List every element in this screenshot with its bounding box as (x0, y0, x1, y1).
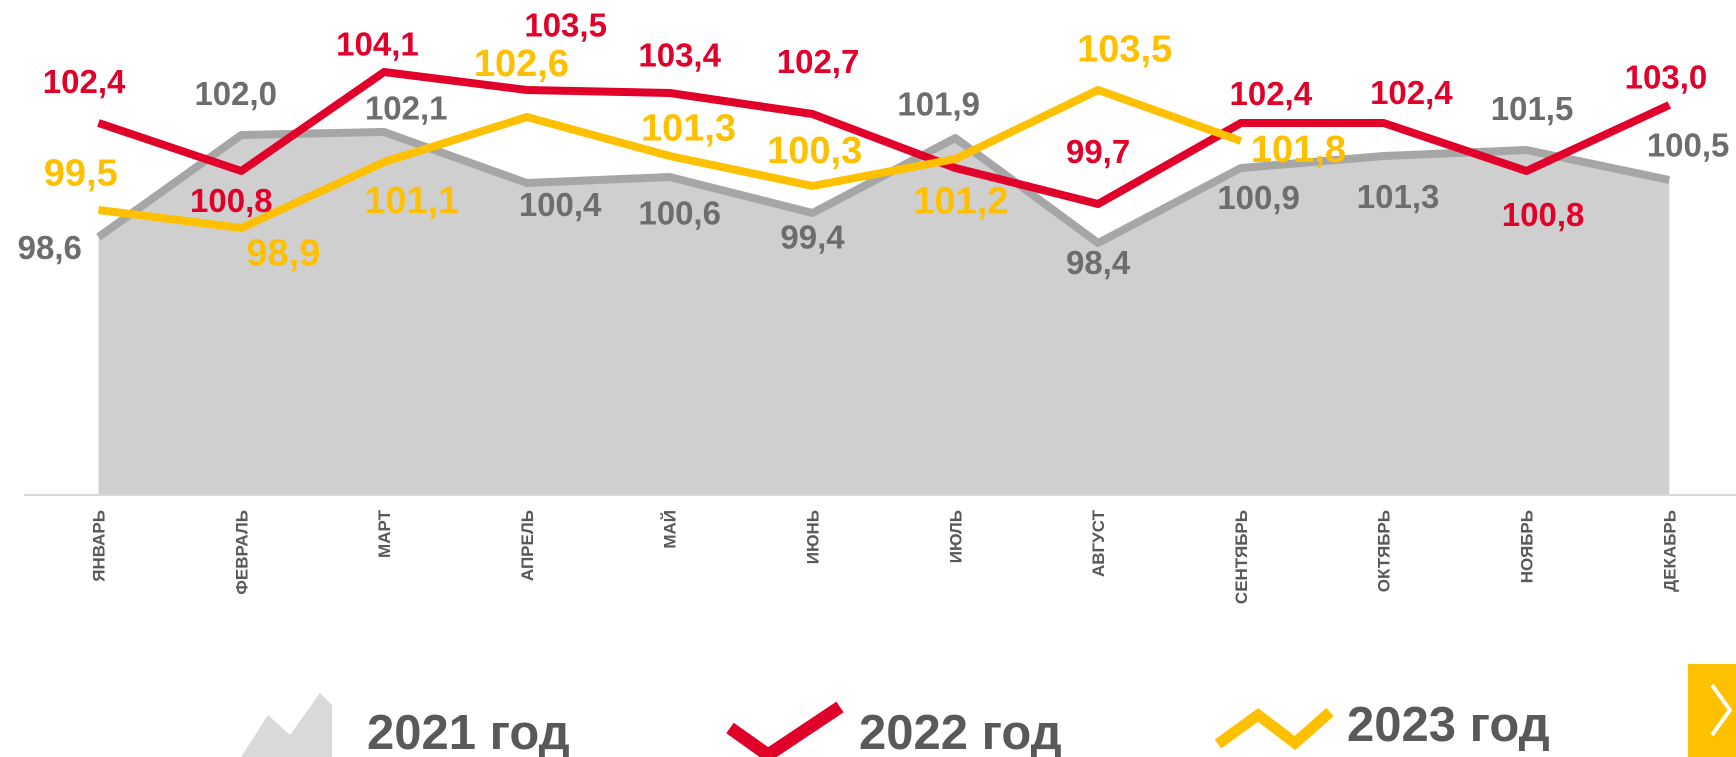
x-tick-label: НОЯБРЬ (1518, 510, 1537, 583)
data-label: 101,9 (897, 86, 980, 123)
data-label: 100,6 (638, 194, 721, 231)
plot-area: 98,6 102,0 102,1 100,4 100,6 99,4 101,9 98,4 100… (18, 7, 1730, 604)
data-label: 102,6 (474, 43, 569, 85)
x-tick-label: СЕНТЯБРЬ (1232, 510, 1251, 604)
data-label: 100,8 (190, 182, 273, 219)
label-layer: 98,6 102,0 102,1 100,4 100,6 99,4 101,9 98,4 100… (18, 7, 1730, 281)
data-label: 98,6 (18, 229, 82, 266)
next-button[interactable] (1688, 664, 1736, 757)
legend: 2021 год 2022 год 2023 год (241, 693, 1550, 757)
legend-label: 2022 год (859, 706, 1062, 757)
data-label: 99,5 (44, 153, 118, 195)
data-label: 101,8 (1251, 129, 1346, 171)
legend-icon-area (241, 693, 332, 757)
x-tick-label: ОКТЯБРЬ (1375, 510, 1394, 592)
x-tick-label: АПРЕЛЬ (518, 510, 537, 581)
x-tick-label: МАРТ (375, 509, 394, 558)
data-label: 103,5 (524, 7, 607, 44)
x-tick-label: ЯНВАРЬ (90, 510, 109, 582)
data-label: 98,9 (246, 233, 320, 275)
next-arrow[interactable] (1710, 683, 1733, 737)
data-label: 102,0 (194, 75, 277, 112)
legend-icon-line (726, 701, 844, 757)
data-label: 101,2 (913, 180, 1008, 222)
series-layer (97, 68, 1671, 208)
data-label: 100,3 (767, 130, 862, 172)
x-tick-label: ДЕКАБРЬ (1660, 510, 1679, 592)
data-label: 102,4 (1370, 74, 1453, 111)
data-label: 102,4 (43, 63, 126, 100)
data-label: 103,5 (1077, 28, 1172, 70)
legend-label: 2023 год (1347, 698, 1550, 752)
data-label: 100,5 (1647, 127, 1730, 164)
data-label: 99,4 (780, 218, 845, 255)
x-tick-label: АВГУСТ (1089, 509, 1108, 577)
data-label: 101,1 (364, 180, 459, 222)
area (98, 132, 1670, 495)
data-label: 102,4 (1229, 75, 1312, 112)
data-label: 99,7 (1066, 133, 1130, 170)
x-tick-label: МАЙ (661, 510, 680, 549)
data-label: 103,0 (1625, 58, 1708, 95)
data-label: 98,4 (1066, 244, 1131, 281)
data-label: 101,5 (1491, 90, 1574, 127)
legend-icon-line (1214, 707, 1334, 751)
x-tick-label: ФЕВРАЛЬ (232, 510, 251, 595)
data-label: 102,7 (777, 43, 860, 80)
data-label: 103,4 (638, 36, 721, 73)
data-label: 101,3 (1357, 178, 1440, 215)
x-tick-label: ИЮНЬ (804, 510, 823, 564)
line (97, 68, 1671, 208)
data-label: 100,8 (1502, 196, 1585, 233)
data-label: 101,3 (641, 108, 736, 150)
line (97, 86, 1243, 232)
data-label: 100,4 (519, 186, 602, 223)
legend-label: 2021 год (367, 706, 570, 757)
data-label: 104,1 (336, 25, 419, 62)
data-label: 102,1 (365, 90, 448, 127)
x-tick-label: ИЮЛЬ (946, 510, 965, 563)
series-layer (97, 86, 1243, 232)
data-label: 100,9 (1217, 179, 1300, 216)
